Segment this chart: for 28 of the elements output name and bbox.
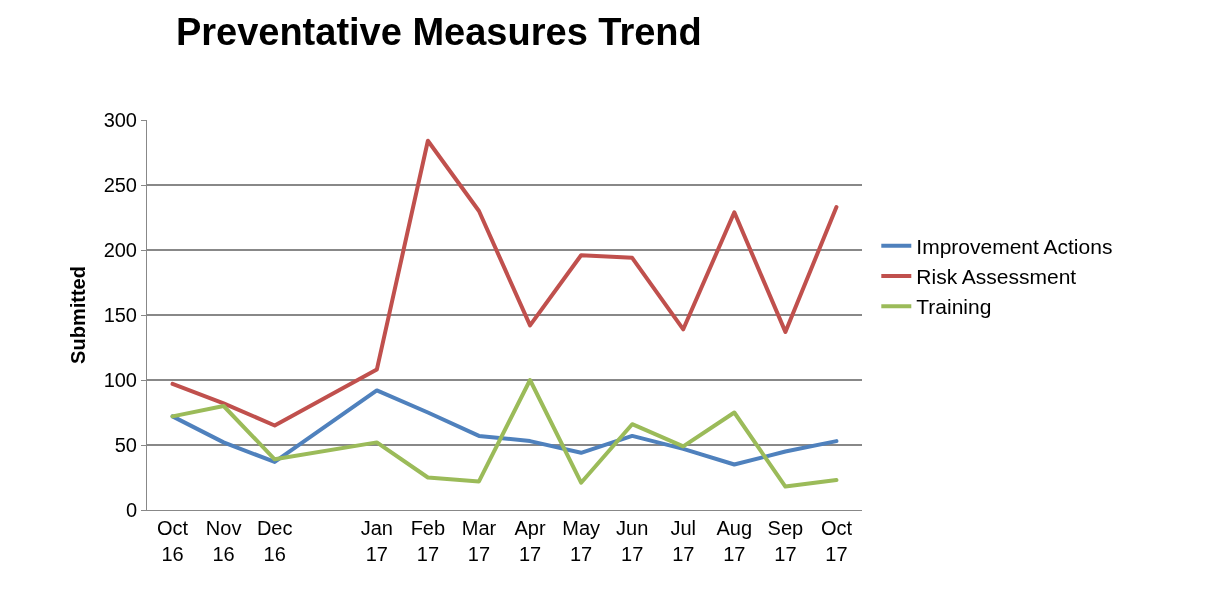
x-tick-label: Oct 16 [156,517,189,565]
x-tick-label: Feb 17 [410,517,446,565]
y-tick-label: 100 [103,369,137,391]
x-tick-label: Sep 17 [767,517,804,565]
y-tick-label: 300 [103,109,137,131]
legend-label: Risk Assessment [916,265,1077,289]
x-tick-label: Apr 17 [514,517,546,565]
y-tick-label: 150 [103,304,137,326]
chart-title: Preventative Measures Trend [175,10,702,53]
x-tick-label: Jul 17 [670,517,697,565]
line-series [170,138,839,428]
x-tick-label: Nov 16 [205,517,242,565]
x-tick-label: Dec 16 [256,517,293,565]
x-tick-label: Oct 17 [820,517,853,565]
legend-label: Training [916,295,992,319]
line-series [170,388,839,467]
y-tick-label: 0 [125,499,137,521]
legend-label: Improvement Actions [916,234,1113,258]
x-tick-label: Jan 17 [360,517,393,565]
y-tick-label: 50 [114,434,137,456]
y-tick-label: 250 [103,174,137,196]
x-tick-label: May 17 [562,517,601,565]
y-tick-label: 200 [103,239,137,261]
y-axis-title: Submitted [67,266,90,364]
line-series [170,378,839,489]
x-tick-label: Mar 17 [461,517,497,565]
x-tick-label: Aug 17 [716,517,753,565]
x-tick-label: Jun 17 [616,517,649,565]
